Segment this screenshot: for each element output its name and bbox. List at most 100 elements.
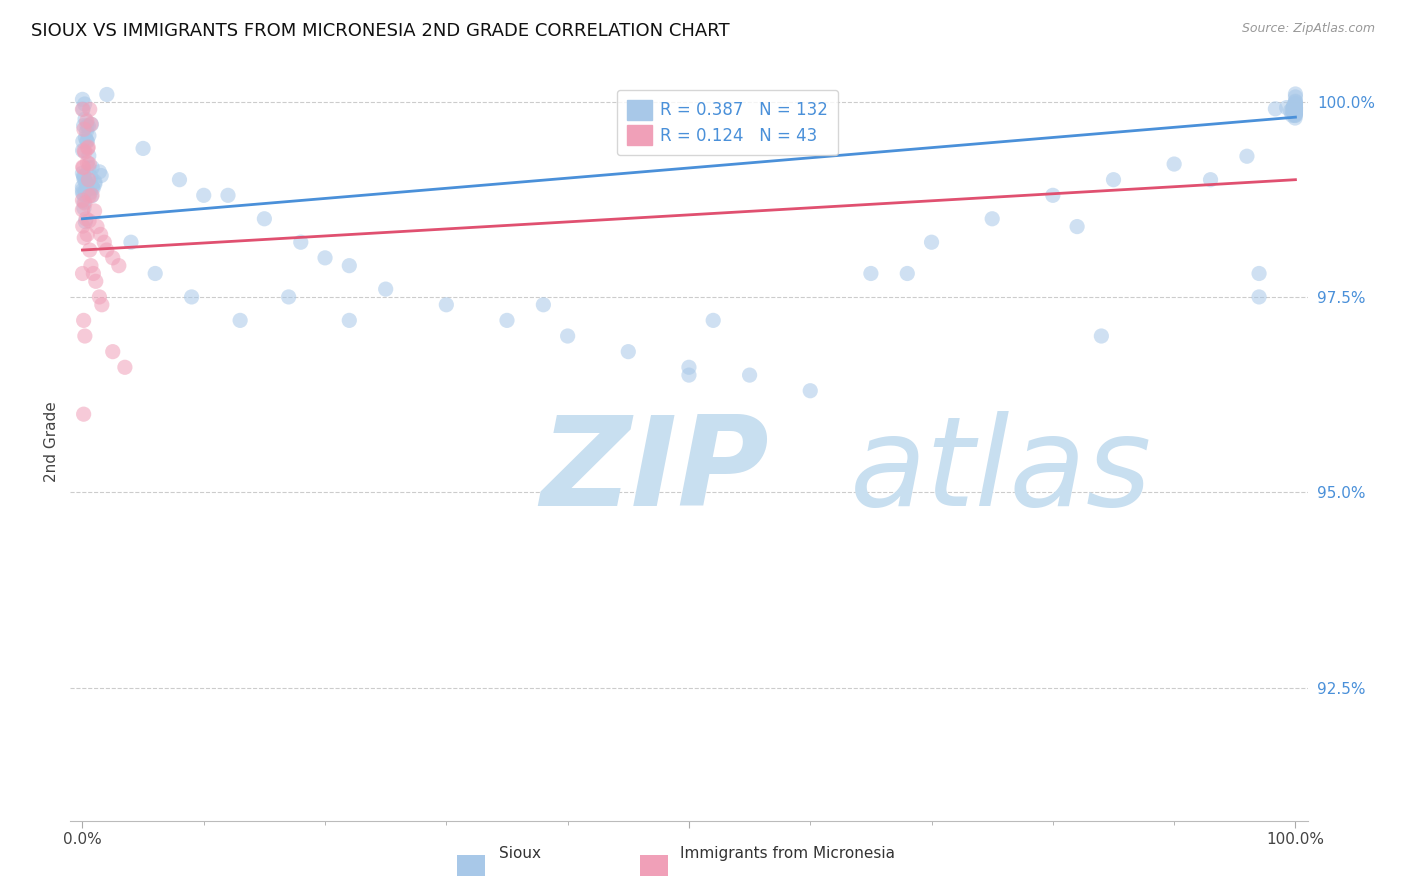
- Point: [72, 194, 94, 208]
- Point: [73, 184, 96, 198]
- Point: [217, 188, 239, 202]
- Point: [72, 407, 94, 421]
- Point: [73, 329, 96, 343]
- Point: [1284, 90, 1306, 104]
- Point: [76, 135, 98, 149]
- Point: [76, 124, 98, 138]
- Point: [1102, 172, 1125, 186]
- Point: [896, 267, 918, 281]
- Point: [1284, 101, 1306, 115]
- Point: [76, 114, 98, 128]
- Point: [77, 172, 100, 186]
- Point: [73, 201, 96, 215]
- Point: [1284, 102, 1306, 116]
- Point: [1066, 219, 1088, 234]
- Point: [79, 243, 101, 257]
- Text: atlas: atlas: [849, 411, 1152, 533]
- Point: [1284, 98, 1306, 112]
- Point: [1284, 105, 1306, 120]
- Point: [1282, 99, 1305, 113]
- Point: [1284, 101, 1306, 115]
- Point: [337, 259, 360, 273]
- Point: [193, 188, 215, 202]
- Point: [77, 128, 100, 143]
- Point: [1284, 104, 1306, 119]
- Point: [531, 298, 554, 312]
- Point: [1281, 108, 1303, 122]
- Point: [80, 170, 103, 185]
- Point: [72, 144, 94, 158]
- Point: [83, 203, 105, 218]
- Point: [799, 384, 821, 398]
- Text: SIOUX VS IMMIGRANTS FROM MICRONESIA 2ND GRADE CORRELATION CHART: SIOUX VS IMMIGRANTS FROM MICRONESIA 2ND …: [31, 22, 730, 40]
- Point: [75, 174, 97, 188]
- Point: [1284, 100, 1306, 114]
- Point: [1282, 100, 1305, 114]
- Point: [1284, 103, 1306, 117]
- Point: [80, 117, 103, 131]
- Point: [981, 211, 1004, 226]
- Point: [82, 161, 104, 175]
- Point: [1284, 103, 1306, 117]
- Point: [89, 165, 111, 179]
- Point: [1284, 99, 1306, 113]
- Point: [1284, 106, 1306, 120]
- Point: [73, 144, 96, 158]
- Point: [1281, 103, 1303, 118]
- Point: [496, 313, 519, 327]
- Point: [79, 103, 101, 117]
- Point: [1284, 97, 1306, 112]
- Point: [1284, 104, 1306, 119]
- Point: [1284, 101, 1306, 115]
- Point: [73, 231, 96, 245]
- Point: [1264, 102, 1286, 116]
- Point: [859, 267, 882, 281]
- Text: Immigrants from Micronesia: Immigrants from Micronesia: [681, 846, 894, 861]
- Point: [75, 131, 97, 145]
- Point: [80, 259, 103, 273]
- Point: [1282, 106, 1305, 120]
- Point: [314, 251, 336, 265]
- Point: [120, 235, 142, 250]
- Point: [75, 112, 97, 126]
- Point: [82, 188, 104, 202]
- Point: [1284, 109, 1306, 123]
- Point: [738, 368, 761, 383]
- Point: [82, 267, 104, 281]
- Point: [72, 313, 94, 327]
- Point: [1236, 149, 1258, 163]
- Point: [290, 235, 312, 250]
- Point: [1284, 103, 1306, 118]
- Point: [374, 282, 396, 296]
- Point: [93, 235, 115, 250]
- Point: [1284, 97, 1306, 112]
- Point: [90, 169, 112, 183]
- Point: [1247, 267, 1270, 281]
- Point: [73, 196, 96, 211]
- Point: [557, 329, 579, 343]
- Point: [72, 134, 94, 148]
- Point: [72, 161, 94, 175]
- Point: [1163, 157, 1185, 171]
- Point: [73, 97, 96, 112]
- Point: [72, 169, 94, 183]
- Point: [132, 141, 155, 155]
- Point: [73, 122, 96, 136]
- Point: [617, 344, 640, 359]
- Point: [114, 360, 136, 375]
- Point: [86, 219, 108, 234]
- Point: [72, 219, 94, 233]
- Point: [75, 211, 97, 226]
- Point: [73, 171, 96, 186]
- Point: [1279, 103, 1302, 118]
- Point: [108, 259, 131, 273]
- Point: [72, 186, 94, 200]
- Point: [1284, 104, 1306, 119]
- Point: [1282, 101, 1305, 115]
- Point: [1042, 188, 1064, 202]
- Point: [277, 290, 299, 304]
- Point: [76, 141, 98, 155]
- Point: [89, 290, 111, 304]
- Point: [434, 298, 457, 312]
- Point: [1284, 98, 1306, 112]
